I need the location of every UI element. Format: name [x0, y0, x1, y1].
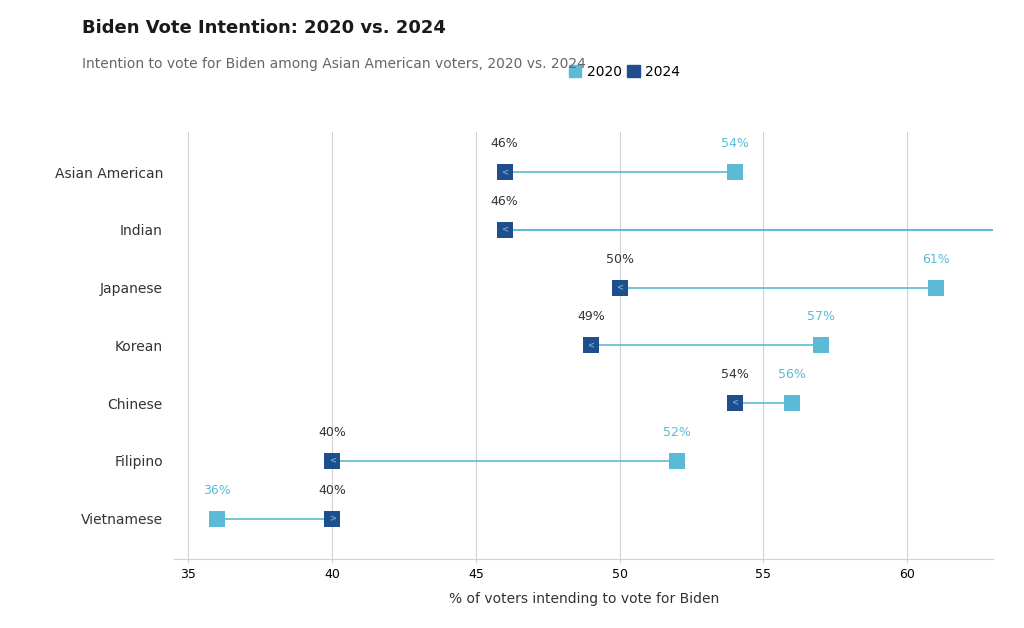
- Point: [583, 340, 599, 350]
- Point: [784, 398, 801, 408]
- Text: <: <: [501, 168, 508, 176]
- Text: 40%: 40%: [318, 426, 346, 439]
- Text: 36%: 36%: [204, 484, 231, 497]
- Point: [324, 514, 340, 524]
- Text: <: <: [329, 457, 336, 465]
- Text: >: >: [329, 514, 336, 523]
- Text: 54%: 54%: [721, 138, 749, 150]
- Legend: 2020, 2024: 2020, 2024: [566, 62, 683, 82]
- Text: <: <: [501, 225, 508, 234]
- Point: [611, 283, 628, 293]
- Point: [669, 456, 685, 466]
- Text: 40%: 40%: [318, 484, 346, 497]
- Point: [726, 398, 742, 408]
- Point: [497, 225, 513, 235]
- Point: [928, 283, 944, 293]
- Text: <: <: [731, 399, 738, 408]
- Text: 57%: 57%: [807, 310, 835, 323]
- Point: [324, 456, 340, 466]
- Text: 56%: 56%: [778, 368, 806, 381]
- Point: [497, 167, 513, 177]
- Text: <: <: [616, 283, 624, 292]
- Point: [726, 167, 742, 177]
- X-axis label: % of voters intending to vote for Biden: % of voters intending to vote for Biden: [449, 592, 719, 606]
- Text: 46%: 46%: [490, 195, 518, 208]
- Text: 61%: 61%: [922, 252, 949, 266]
- Text: 50%: 50%: [605, 252, 634, 266]
- Text: 52%: 52%: [664, 426, 691, 439]
- Point: [209, 514, 225, 524]
- Text: Biden Vote Intention: 2020 vs. 2024: Biden Vote Intention: 2020 vs. 2024: [82, 19, 445, 37]
- Point: [813, 340, 829, 350]
- Text: 46%: 46%: [490, 138, 518, 150]
- Text: 49%: 49%: [577, 310, 605, 323]
- Text: <: <: [588, 341, 594, 350]
- Text: 54%: 54%: [721, 368, 749, 381]
- Text: Intention to vote for Biden among Asian American voters, 2020 vs. 2024: Intention to vote for Biden among Asian …: [82, 57, 586, 70]
